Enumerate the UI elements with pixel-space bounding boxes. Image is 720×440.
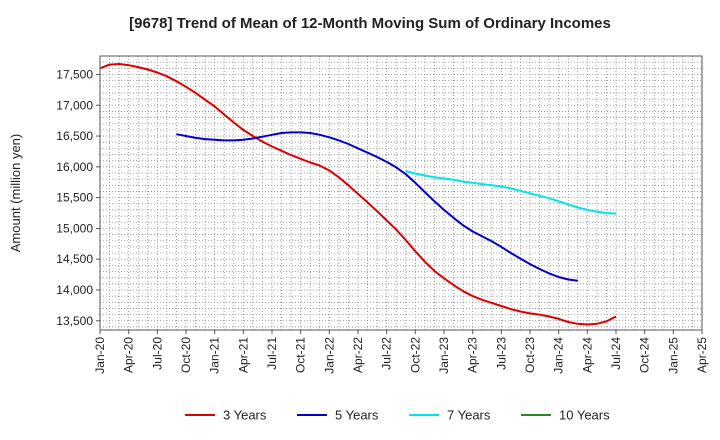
x-tick-label: Oct-21 [294,337,308,373]
plot-area [100,56,702,330]
y-tick-label: 13,500 [56,314,93,328]
legend-label: 5 Years [335,408,379,423]
legend: 3 Years 5 Years 7 Years 10 Years [185,408,610,423]
y-tick-label: 17,500 [56,67,93,81]
x-tick-label: Jan-22 [322,337,336,374]
grid-lines [100,56,702,330]
x-tick-label: Apr-20 [122,337,136,373]
y-tick-label: 14,500 [56,252,93,266]
y-tick-label: 14,000 [56,283,93,297]
x-tick-label: Jul-22 [380,337,394,370]
y-tick-label: 16,500 [56,129,93,143]
y-tick-label: 16,000 [56,160,93,174]
series-line-7-years [405,170,617,215]
legend-label: 7 Years [447,408,491,423]
plot-frame [99,55,703,331]
x-tick-label: Jan-21 [208,337,222,374]
x-tick-label: Jul-24 [609,337,623,370]
x-tick-label: Oct-22 [408,337,422,373]
x-tick-label: Jan-20 [93,337,107,374]
x-tick-label: Oct-23 [523,337,537,373]
x-tick-label: Apr-21 [236,337,250,373]
x-tick-label: Oct-20 [179,337,193,373]
x-axis: Jan-20 Apr-20 Jul-20 Oct-20 Jan-21 Apr-21 Jul-… [93,330,709,374]
legend-label: 10 Years [559,408,610,423]
series-line-3-years [99,63,617,326]
x-tick-label: Jan-25 [666,337,680,374]
y-axis: 13,500 14,000 14,500 15,000 15,500 16,000 16,5… [56,67,100,328]
x-tick-label: Apr-23 [466,337,480,373]
x-tick-label: Apr-22 [351,337,365,373]
y-tick-label: 17,000 [56,98,93,112]
x-tick-label: Jan-23 [437,337,451,374]
legend-label: 3 Years [223,408,267,423]
x-tick-label: Apr-25 [695,337,709,373]
x-tick-label: Oct-24 [638,337,652,373]
y-tick-label: 15,500 [56,191,93,205]
x-tick-label: Jan-24 [552,337,566,374]
y-axis-label: Amount (million yen) [8,134,23,253]
chart-title: [9678] Trend of Mean of 12-Month Moving … [129,15,611,32]
series-line-5-years [176,131,578,282]
x-tick-label: Jul-21 [265,337,279,370]
y-tick-label: 15,000 [56,221,93,235]
x-tick-label: Jul-20 [150,337,164,370]
series-lines [99,63,617,326]
x-tick-label: Jul-23 [494,337,508,370]
x-tick-label: Apr-24 [580,337,594,373]
